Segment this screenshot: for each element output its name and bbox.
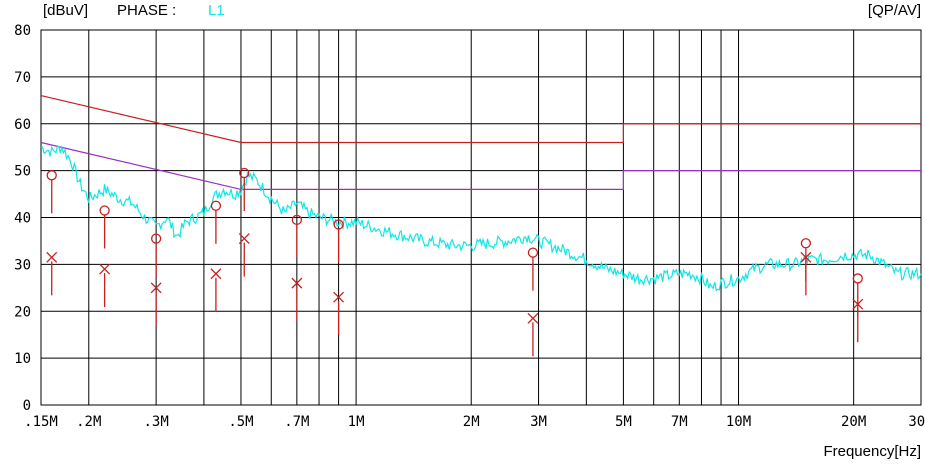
y-tick-label: 20	[14, 304, 31, 320]
av-marker	[150, 282, 162, 294]
y-tick-label: 40	[14, 211, 31, 227]
x-tick-label: 7M	[671, 414, 688, 430]
y-tick-label: 70	[14, 70, 31, 86]
x-tick-label: 5M	[615, 414, 632, 430]
phase-value: L1	[208, 2, 225, 19]
x-tick-label: 3M	[530, 414, 547, 430]
y-tick-label: 50	[14, 164, 31, 180]
x-tick-label: .7M	[284, 414, 309, 430]
av-marker	[291, 277, 303, 289]
qp-limit-line	[40, 95, 921, 144]
qp-marker	[800, 238, 812, 249]
unit-label: [dBuV]	[43, 2, 89, 19]
qp-marker	[99, 205, 110, 216]
av-marker	[99, 263, 111, 275]
y-tick-label: 30	[14, 257, 31, 273]
av-marker	[333, 291, 345, 303]
qp-marker	[150, 233, 162, 244]
qp-marker	[527, 247, 539, 258]
qp-marker	[291, 214, 303, 225]
qp-marker	[239, 167, 250, 179]
x-tick-label: .5M	[228, 414, 253, 430]
detector-label: [QP/AV]	[867, 2, 921, 19]
qp-marker	[210, 200, 222, 211]
av-limit-line	[40, 141, 921, 190]
x-tick-label: .2M	[76, 414, 101, 430]
x-tick-label: 30M	[908, 414, 925, 430]
qp-marker	[333, 219, 344, 230]
y-tick-label: 80	[14, 23, 31, 39]
av-marker	[527, 312, 539, 324]
x-axis-label: Frequency[Hz]	[823, 443, 921, 460]
y-tick-label: 10	[14, 351, 31, 367]
measurement-trace	[40, 144, 922, 292]
av-marker	[800, 251, 812, 263]
x-tick-label: .3M	[143, 414, 168, 430]
av-marker	[238, 233, 250, 245]
x-tick-label: 10M	[726, 414, 751, 430]
y-tick-label: 60	[14, 117, 31, 133]
qp-marker	[852, 273, 863, 284]
x-tick-label: 1M	[348, 414, 365, 430]
av-marker	[210, 268, 222, 280]
plot-frame	[40, 29, 922, 406]
x-tick-label: .15M	[24, 414, 58, 430]
y-tick-label: 0	[23, 398, 31, 414]
av-marker	[46, 251, 58, 263]
qp-marker	[46, 170, 57, 181]
x-tick-label: 2M	[463, 414, 480, 430]
phase-label: PHASE :	[117, 2, 177, 19]
x-tick-label: 20M	[841, 414, 866, 430]
av-marker	[852, 298, 864, 310]
